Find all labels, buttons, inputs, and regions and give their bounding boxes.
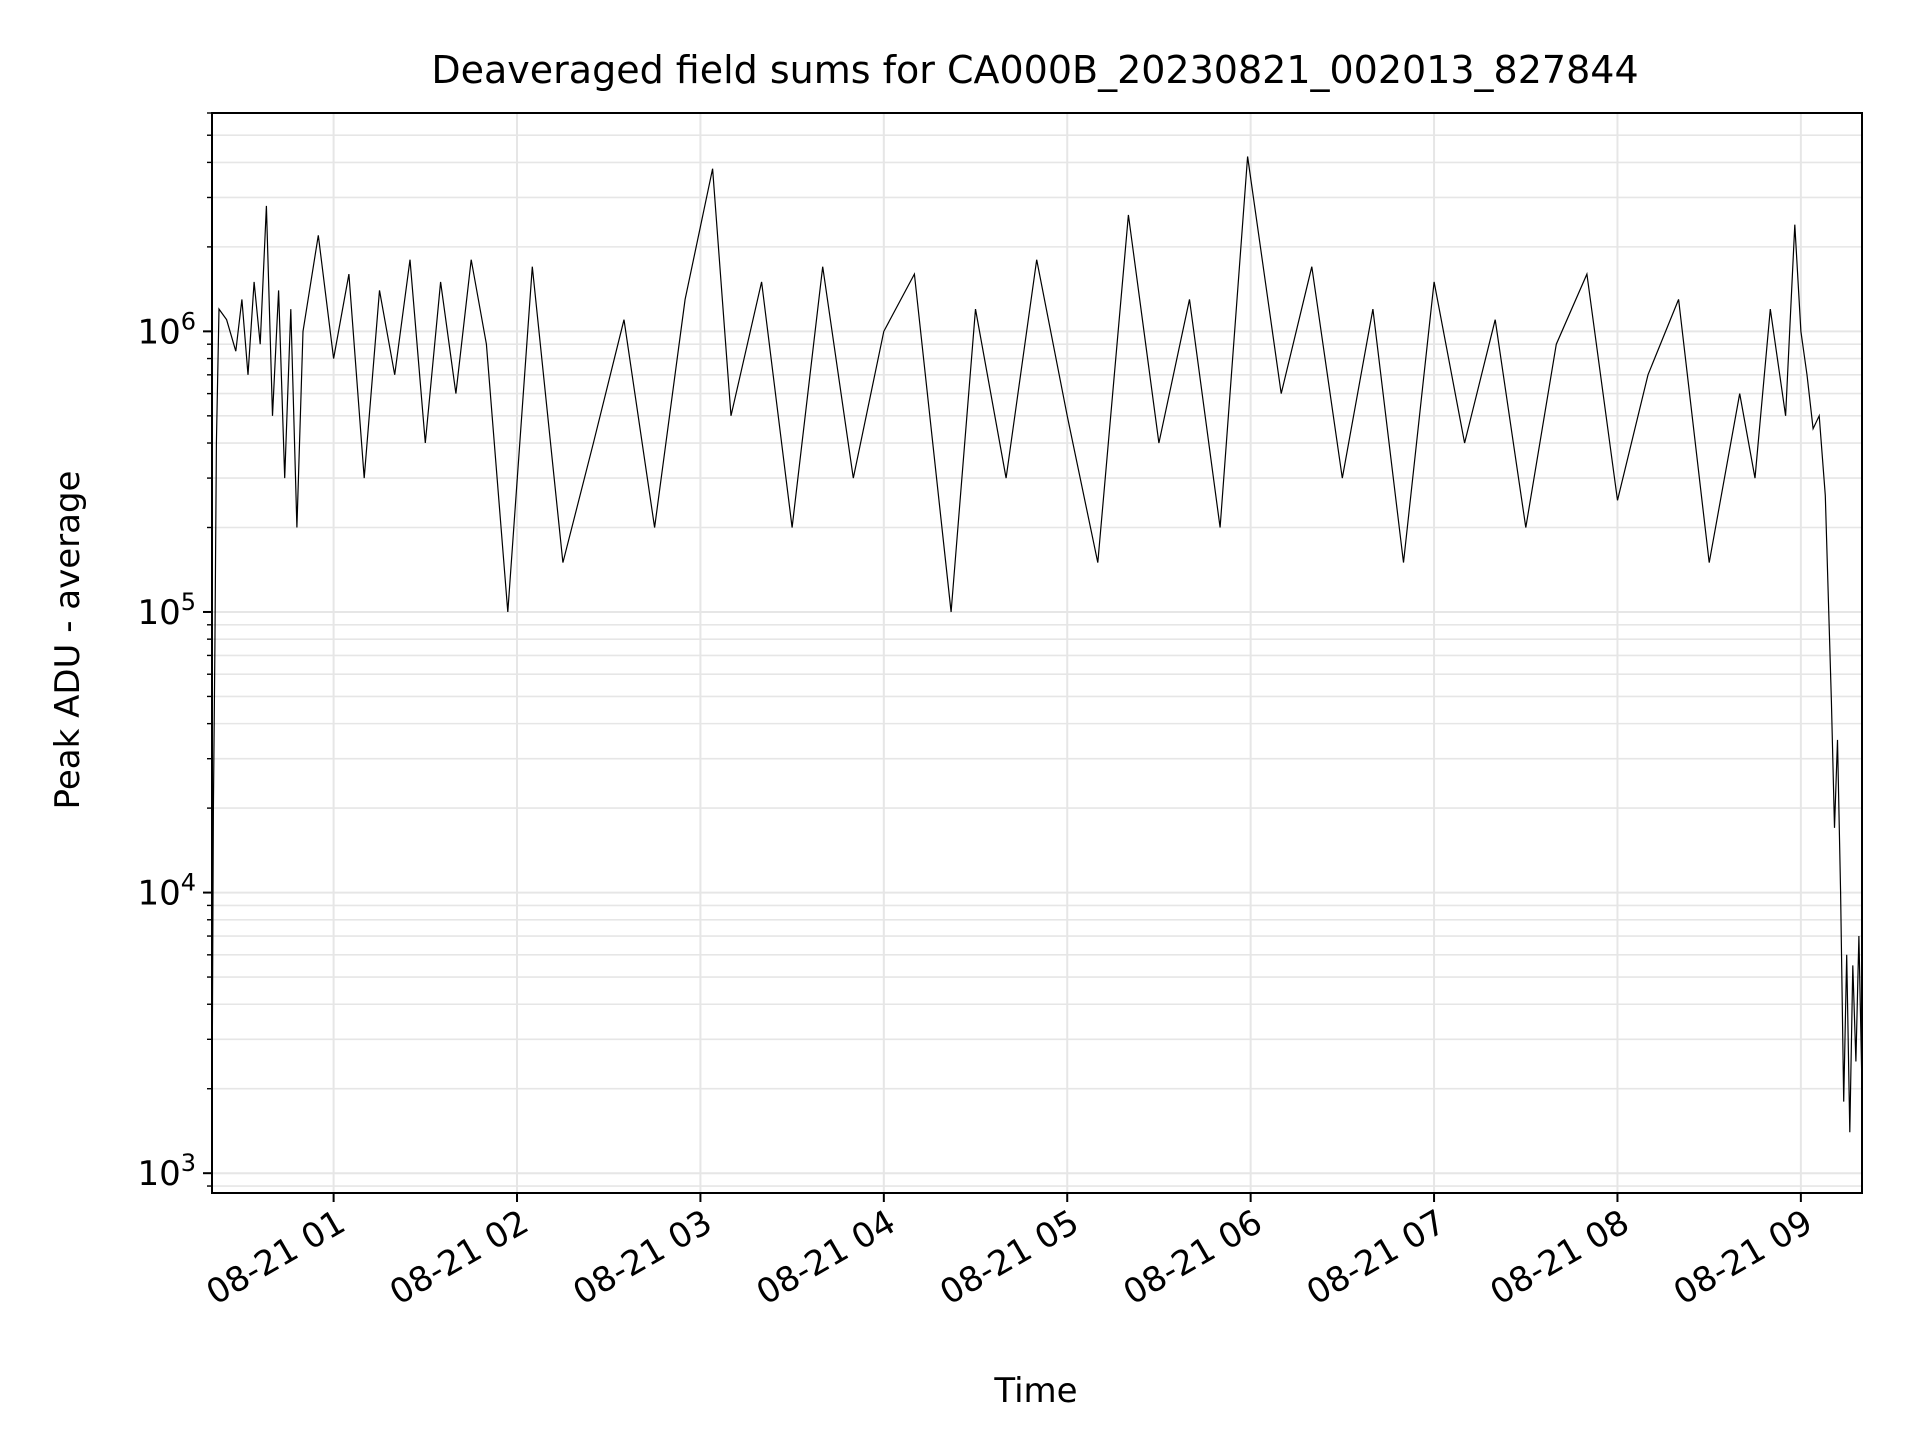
plot-frame xyxy=(211,112,1863,1194)
y-tick-label: 105 xyxy=(137,588,196,633)
grid-major xyxy=(212,113,1862,1193)
y-axis-label: Peak ADU - average xyxy=(48,471,88,810)
chart-title: Deaveraged field sums for CA000B_2023082… xyxy=(431,48,1638,92)
y-axis-ticks: 103 104 105 106 xyxy=(137,112,212,1194)
y-tick-label: 103 xyxy=(137,1149,196,1194)
y-tick-label: 104 xyxy=(137,869,196,914)
y-tick-label: 106 xyxy=(137,307,196,352)
grid-minor xyxy=(212,112,1862,1187)
series-line xyxy=(211,156,1863,1133)
x-axis-label: Time xyxy=(993,1371,1077,1411)
